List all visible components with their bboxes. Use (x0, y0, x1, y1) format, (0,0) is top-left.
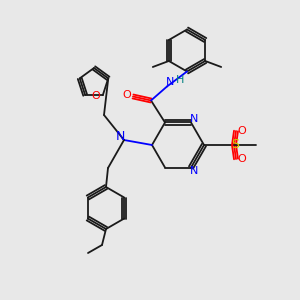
Text: O: O (238, 126, 246, 136)
Text: H: H (176, 76, 184, 85)
Text: N: N (166, 77, 174, 88)
Text: O: O (92, 91, 100, 101)
Text: S: S (231, 139, 239, 152)
Text: O: O (123, 91, 131, 100)
Text: N: N (190, 166, 198, 176)
Text: N: N (115, 130, 125, 142)
Text: N: N (190, 115, 198, 124)
Text: O: O (238, 154, 246, 164)
